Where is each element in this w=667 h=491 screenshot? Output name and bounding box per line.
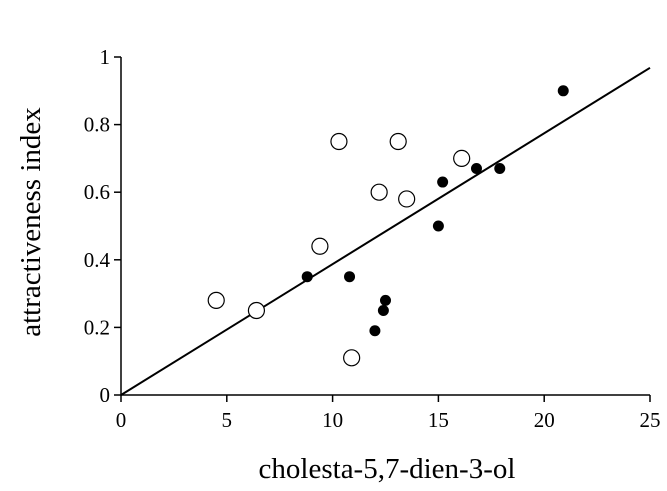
x-tick-label: 15 [428, 408, 449, 432]
open-point [343, 349, 361, 367]
x-tick-label: 0 [116, 408, 127, 432]
x-tick-label: 25 [640, 408, 661, 432]
open-point [207, 291, 225, 309]
open-point [389, 132, 407, 151]
x-axis-label: cholesta-5,7-dien-3-ol [259, 453, 516, 485]
x-tick-label: 10 [322, 408, 343, 432]
filled-point [369, 325, 381, 337]
ticks: 0 5 10 15 20 25 0 0.2 0.4 0.6 0.8 1 [84, 45, 661, 432]
trendline-group [120, 66, 651, 396]
filled-point [470, 163, 482, 175]
open-point [453, 149, 471, 167]
open-point [370, 183, 388, 201]
filled-point [377, 305, 389, 316]
y-tick-label: 0 [100, 383, 111, 407]
points-group [207, 85, 569, 367]
filled-point [344, 271, 356, 283]
open-point [247, 301, 266, 320]
y-tick-label: 0.6 [84, 180, 110, 204]
axes [120, 57, 650, 396]
filled-point [380, 294, 391, 306]
filled-point [557, 85, 569, 97]
filled-point [494, 163, 506, 175]
open-point [398, 190, 416, 208]
open-point [311, 237, 329, 255]
y-tick-label: 1 [100, 45, 111, 69]
y-tick-label: 0.4 [84, 248, 111, 272]
y-tick-label: 0.2 [84, 315, 110, 339]
x-tick-label: 20 [534, 408, 555, 432]
x-tick-label: 5 [222, 408, 233, 432]
filled-point [432, 220, 444, 232]
filled-point [437, 176, 449, 188]
y-axis-label: attractiveness index [15, 107, 47, 337]
filled-point [301, 271, 313, 283]
open-point [330, 132, 348, 151]
y-tick-label: 0.8 [84, 113, 110, 137]
trendline [120, 66, 651, 396]
